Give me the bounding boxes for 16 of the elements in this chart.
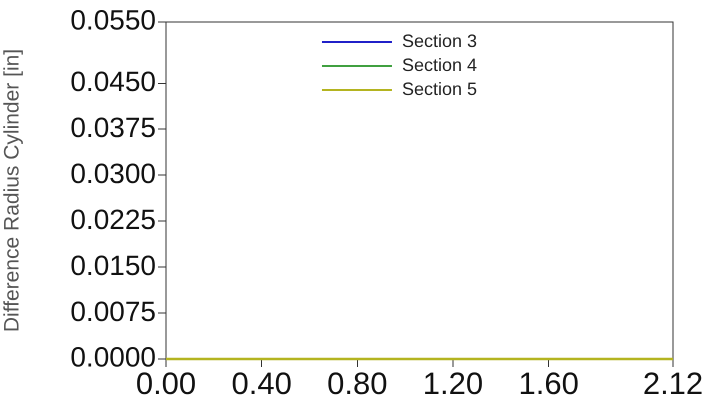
y-tick-label: 0.0150 xyxy=(70,250,156,281)
y-tick-label: 0.0550 xyxy=(70,4,156,36)
x-tick-label: 1.60 xyxy=(518,366,579,402)
y-tick-label: 0.0300 xyxy=(70,158,156,189)
y-axis-title: Difference Radius Cylinder [in] xyxy=(0,48,24,332)
x-tick-label: 0.40 xyxy=(231,366,292,402)
y-tick-label: 0.0075 xyxy=(70,296,156,327)
x-tick-label: 0.80 xyxy=(327,366,388,402)
x-tick-label: 2.12 xyxy=(642,366,704,402)
y-tick-label: 0.0450 xyxy=(70,66,156,97)
legend-label: Section 5 xyxy=(402,78,478,99)
legend-label: Section 3 xyxy=(402,30,478,51)
x-tick-label: 1.20 xyxy=(422,366,484,402)
y-tick-label: 0.0225 xyxy=(70,204,156,235)
y-tick-label: 0.0375 xyxy=(70,112,156,143)
legend-label: Section 4 xyxy=(402,54,478,75)
